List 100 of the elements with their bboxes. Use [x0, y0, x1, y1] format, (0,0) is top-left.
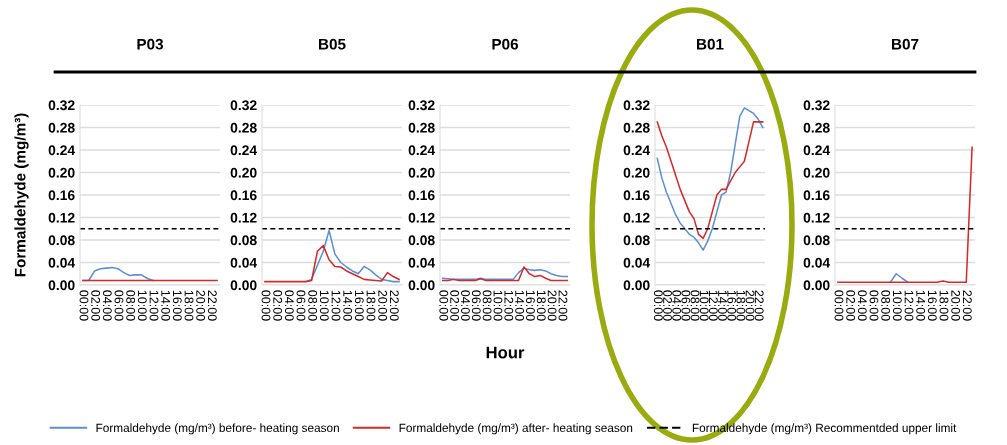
x-tick-label: 02:00 [91, 290, 101, 321]
y-tick-label: 0.16 [48, 190, 75, 201]
y-tick-label: 0.16 [230, 190, 257, 201]
x-tick-label: 14:00 [515, 290, 525, 321]
y-tick-label: 0.28 [803, 122, 830, 133]
x-tick-label: 18:00 [736, 290, 746, 321]
y-tick-label: 0.20 [48, 167, 75, 178]
y-tick-label: 0.32 [623, 100, 650, 111]
y-tick-label: 0.12 [230, 212, 257, 223]
y-tick-label: 0.16 [623, 190, 650, 201]
x-tick-label: 20:00 [196, 290, 206, 321]
y-tick-label: 0.32 [408, 100, 435, 111]
y-tick-label: 0.28 [408, 122, 435, 133]
x-tick-label: 16:00 [354, 290, 364, 321]
x-tick-label: 12:00 [331, 290, 341, 321]
x-tick-label: 18:00 [184, 290, 194, 321]
y-tick-label: 0.08 [803, 235, 830, 246]
x-tick-label: 14:00 [916, 290, 926, 321]
y-tick-label: 0.16 [408, 190, 435, 201]
x-tick-label: 08:00 [126, 290, 136, 321]
y-tick-label: 0.20 [408, 167, 435, 178]
y-tick-label: 0.32 [230, 100, 257, 111]
x-tick-label: 14:00 [718, 290, 727, 321]
y-tick-label: 0.20 [803, 167, 830, 178]
chart-title: B07 [892, 38, 919, 50]
y-tick-label: 0.24 [230, 145, 258, 156]
x-tick-label: 02:00 [273, 290, 283, 321]
y-tick-label: 0.12 [48, 212, 75, 223]
y-tick-label: 0.32 [48, 100, 75, 111]
y-tick-label: 0.04 [623, 257, 651, 268]
x-tick-label: 00:00 [834, 290, 844, 321]
x-tick-label: 22:00 [754, 290, 764, 321]
x-tick-label: 08:00 [482, 290, 492, 321]
y-tick-label: 0.04 [230, 257, 258, 268]
x-tick-label: 20:00 [745, 290, 755, 321]
y-tick-label: 0.08 [48, 235, 75, 246]
x-tick-label: 00:00 [79, 290, 89, 321]
y-tick-label: 0.00 [803, 280, 830, 291]
x-tick-label: 14:00 [343, 290, 353, 321]
chart-title: P03 [137, 38, 164, 50]
y-tick-label: 0.00 [230, 280, 257, 291]
x-tick-label: 00:00 [261, 290, 271, 321]
x-tick-label: 12:00 [504, 290, 514, 321]
x-tick-label: 04:00 [461, 290, 470, 321]
x-tick-label: 10:00 [137, 290, 147, 321]
x-tick-label: 22:00 [558, 290, 568, 321]
x-tick-label: 10:00 [699, 290, 709, 321]
chart-title: B05 [319, 38, 346, 50]
x-tick-label: 00:00 [653, 290, 663, 321]
y-tick-label: 0.24 [48, 145, 76, 156]
x-tick-label: 18:00 [366, 290, 376, 321]
y-tick-label: 0.04 [408, 257, 436, 268]
x-tick-label: 06:00 [471, 290, 481, 321]
x-tick-label: 16:00 [526, 290, 535, 321]
x-tick-label: 04:00 [857, 290, 867, 321]
y-tick-label: 0.20 [623, 167, 650, 178]
x-tick-label: 08:00 [690, 290, 700, 321]
x-tick-label: 04:00 [102, 290, 112, 321]
x-tick-label: 20:00 [547, 290, 557, 321]
x-tick-label: 08:00 [308, 290, 318, 321]
x-tick-label: 12:00 [708, 290, 718, 321]
y-tick-label: 0.04 [803, 257, 831, 268]
x-tick-label: 18:00 [939, 290, 949, 321]
y-tick-label: 0.08 [623, 235, 650, 246]
y-tick-label: 0.28 [48, 122, 75, 133]
y-tick-label: 0.28 [230, 122, 257, 133]
y-tick-label: 0.08 [230, 235, 257, 246]
y-tick-label: 0.28 [623, 122, 650, 133]
x-tick-label: 16:00 [172, 290, 182, 321]
x-tick-label: 20:00 [378, 290, 388, 321]
x-tick-label: 02:00 [846, 290, 856, 321]
legend-label: Formaldehyde (mg/m³) before- heating season [96, 423, 339, 435]
x-tick-label: 22:00 [962, 290, 972, 321]
x-axis-title: Hour [486, 346, 525, 359]
legend-label: Formaldehyde (mg/m³) after- heating season [399, 423, 633, 435]
y-tick-label: 0.00 [48, 280, 75, 291]
x-tick-label: 18:00 [536, 290, 546, 321]
x-tick-label: 12:00 [149, 290, 159, 321]
y-tick-label: 0.16 [803, 190, 830, 201]
x-tick-label: 10:00 [892, 290, 902, 321]
x-tick-label: 06:00 [681, 290, 691, 321]
chart-title: P06 [492, 38, 519, 50]
x-tick-label: 06:00 [869, 290, 879, 321]
y-tick-label: 0.24 [623, 145, 651, 156]
x-tick-label: 16:00 [727, 290, 737, 321]
x-tick-label: 14:00 [161, 290, 171, 321]
y-tick-label: 0.12 [803, 212, 830, 223]
x-tick-label: 12:00 [904, 290, 914, 321]
x-tick-label: 06:00 [114, 290, 124, 321]
x-tick-label: 20:00 [951, 290, 961, 321]
x-tick-label: 02:00 [450, 290, 460, 321]
y-tick-label: 0.24 [803, 145, 831, 156]
y-tick-label: 0.00 [623, 280, 650, 291]
x-tick-label: 00:00 [439, 290, 449, 321]
x-tick-label: 16:00 [927, 290, 937, 321]
y-tick-label: 0.08 [408, 235, 435, 246]
y-axis-title: Formaldehyde (mg/m³) [14, 113, 29, 277]
x-tick-label: 02:00 [663, 290, 672, 321]
x-tick-label: 10:00 [319, 290, 329, 321]
y-tick-label: 0.32 [803, 100, 830, 111]
